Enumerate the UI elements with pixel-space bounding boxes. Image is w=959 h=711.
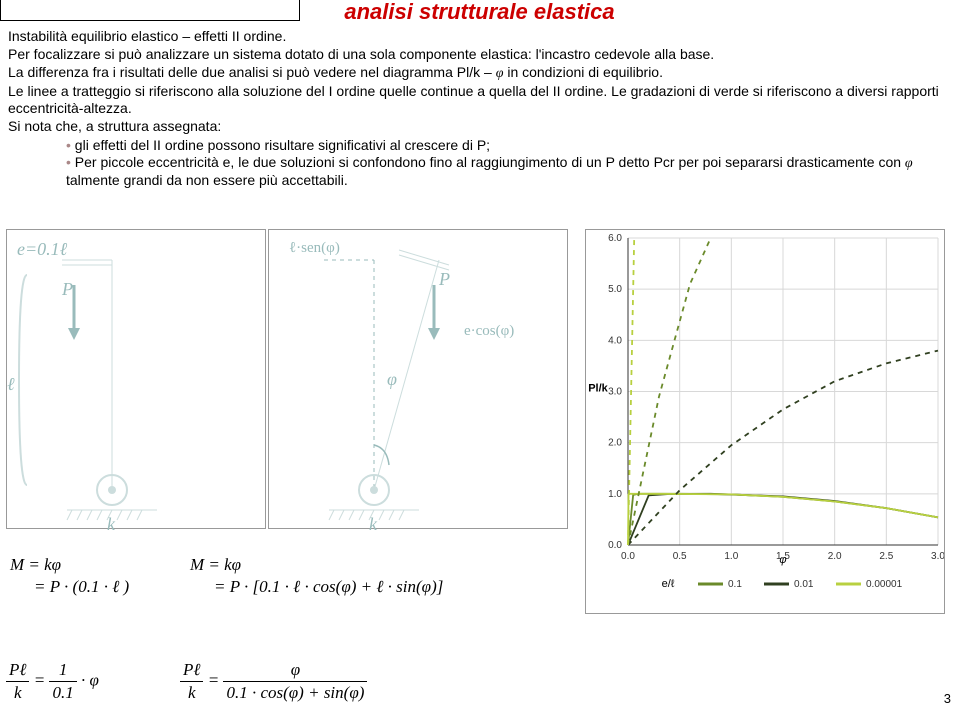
- svg-text:2.5: 2.5: [879, 551, 893, 562]
- svg-text:3.0: 3.0: [931, 551, 945, 562]
- eq-fraction-1: Pℓk = 10.1 · φ: [6, 659, 99, 704]
- eq-m-kphi-2: M = kφ: [190, 554, 530, 576]
- svg-text:6.0: 6.0: [608, 233, 622, 244]
- svg-text:1.0: 1.0: [608, 489, 622, 500]
- eq-p-01l: = P · (0.1 · ℓ ): [34, 576, 170, 598]
- para-1: Per focalizzare si può analizzare un sis…: [8, 46, 953, 63]
- svg-text:1.0: 1.0: [724, 551, 738, 562]
- svg-text:2.0: 2.0: [608, 438, 622, 449]
- heading-line: Instabilità equilibrio elastico – effett…: [8, 28, 953, 45]
- para-4: Si nota che, a struttura assegnata:: [8, 118, 953, 135]
- svg-text:P: P: [438, 269, 450, 289]
- svg-text:0.0: 0.0: [621, 551, 635, 562]
- para-3: Le linee a tratteggio si riferiscono all…: [8, 83, 953, 117]
- svg-text:0.00001: 0.00001: [866, 579, 903, 590]
- svg-text:e/ℓ: e/ℓ: [662, 578, 675, 590]
- eq-m-kphi-1: M = kφ: [10, 554, 170, 576]
- svg-text:0.5: 0.5: [673, 551, 687, 562]
- svg-text:0.0: 0.0: [608, 540, 622, 551]
- eq-p-bracket: = P · [0.1 · ℓ · cos(φ) + ℓ · sin(φ)]: [214, 576, 530, 598]
- svg-text:3.0: 3.0: [608, 387, 622, 398]
- chart-plk-phi: 0.00.51.01.52.02.53.00.01.02.03.04.05.06…: [585, 229, 945, 614]
- e-label: e=0.1ℓ: [17, 239, 68, 259]
- svg-text:5.0: 5.0: [608, 284, 622, 295]
- page-number: 3: [944, 691, 951, 706]
- diagram-second-order: P ℓ·sen(φ) e·cos(φ) φ k: [268, 229, 568, 529]
- svg-text:ℓ·sen(φ): ℓ·sen(φ): [289, 240, 340, 256]
- bullet-2: Per piccole eccentricità e, le due soluz…: [66, 154, 953, 188]
- bullet-1: gli effetti del II ordine possono risult…: [66, 137, 953, 153]
- svg-text:φ: φ: [387, 369, 397, 389]
- svg-text:k: k: [107, 514, 116, 530]
- svg-text:4.0: 4.0: [608, 335, 622, 346]
- svg-text:ℓ: ℓ: [7, 374, 15, 394]
- svg-text:k: k: [369, 514, 378, 530]
- svg-text:φ: φ: [779, 554, 786, 566]
- eq-fraction-2: Pℓk = φ0.1 · cos(φ) + sin(φ): [180, 659, 367, 704]
- para-2: La differenza fra i risultati delle due …: [8, 64, 953, 83]
- diagram-first-order: e=0.1ℓ P ℓ k: [6, 229, 266, 529]
- svg-text:0.1: 0.1: [728, 579, 742, 590]
- svg-text:2.0: 2.0: [828, 551, 842, 562]
- svg-text:P: P: [61, 279, 73, 299]
- svg-text:0.01: 0.01: [794, 579, 814, 590]
- svg-text:e·cos(φ): e·cos(φ): [464, 323, 514, 339]
- svg-text:Pl/k: Pl/k: [588, 383, 608, 395]
